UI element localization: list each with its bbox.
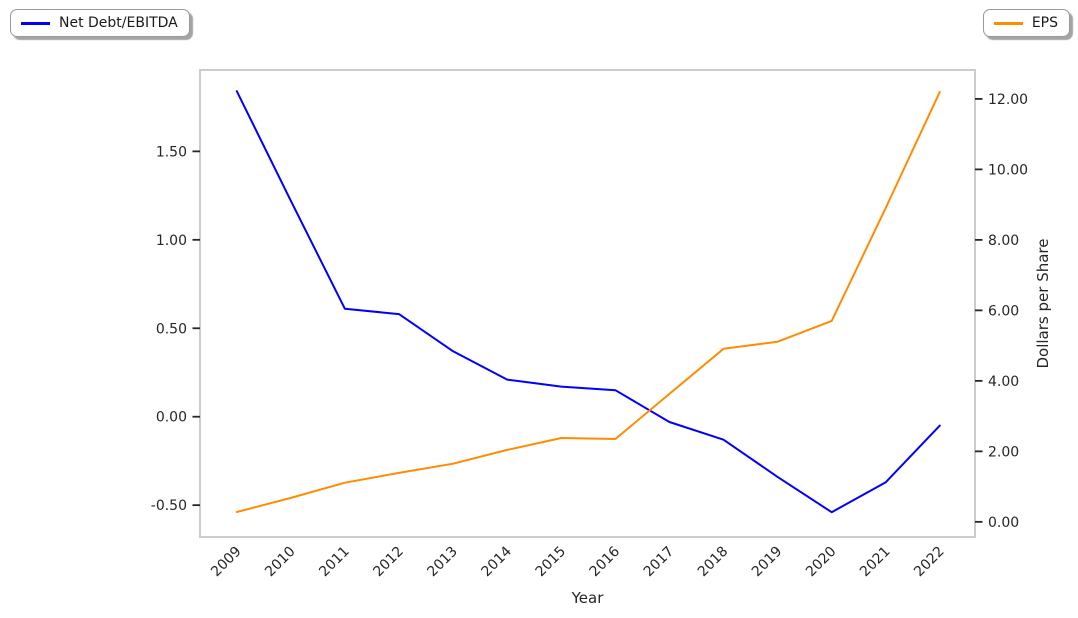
right-axis-title: Dollars per Share xyxy=(1034,239,1052,369)
x-tick-label: 2016 xyxy=(587,543,624,580)
x-tick-label: 2020 xyxy=(803,544,840,581)
right-tick-label: 0.00 xyxy=(988,515,1019,531)
x-tick-label: 2012 xyxy=(370,544,407,581)
right-tick-label: 4.00 xyxy=(988,374,1019,390)
legend-net-debt-ebitda: Net Debt/EBITDA xyxy=(10,9,190,37)
x-tick-label: 2011 xyxy=(316,544,353,581)
plot-frame xyxy=(199,69,976,538)
legend-line-swatch-eps xyxy=(993,21,1023,25)
x-tick-label: 2018 xyxy=(695,544,732,581)
legend-line-swatch-net-debt xyxy=(21,21,50,25)
legend-label-eps: EPS xyxy=(1031,15,1058,31)
right-tick-label: 8.00 xyxy=(988,233,1019,249)
left-tick-label: 0.00 xyxy=(156,410,187,426)
left-tick-label: 0.50 xyxy=(156,321,187,337)
left-tick-label: -0.50 xyxy=(151,498,187,514)
legend-eps: EPS xyxy=(982,9,1070,37)
x-tick-label: 2021 xyxy=(857,544,894,581)
x-tick-label: 2010 xyxy=(262,544,299,581)
legend-label-net-debt: Net Debt/EBITDA xyxy=(59,15,178,31)
x-tick-label: 2022 xyxy=(911,544,948,581)
right-tick-label: 10.00 xyxy=(988,162,1028,178)
series-line-net-debt-ebitda xyxy=(235,90,941,514)
left-tick-label: 1.50 xyxy=(156,144,187,160)
x-tick-label: 2019 xyxy=(749,544,786,581)
x-tick-label: 2014 xyxy=(479,543,516,580)
x-tick-label: 2015 xyxy=(533,544,570,581)
right-tick-label: 6.00 xyxy=(988,303,1019,319)
x-tick-label: 2017 xyxy=(641,544,678,581)
x-tick-label: 2013 xyxy=(424,544,461,581)
left-tick-label: 1.00 xyxy=(156,233,187,249)
right-tick-label: 12.00 xyxy=(988,92,1028,108)
right-tick-label: 2.00 xyxy=(988,444,1019,460)
series-line-eps xyxy=(235,90,941,513)
x-axis-title: Year xyxy=(571,589,605,607)
x-tick-label: 2009 xyxy=(208,544,245,581)
